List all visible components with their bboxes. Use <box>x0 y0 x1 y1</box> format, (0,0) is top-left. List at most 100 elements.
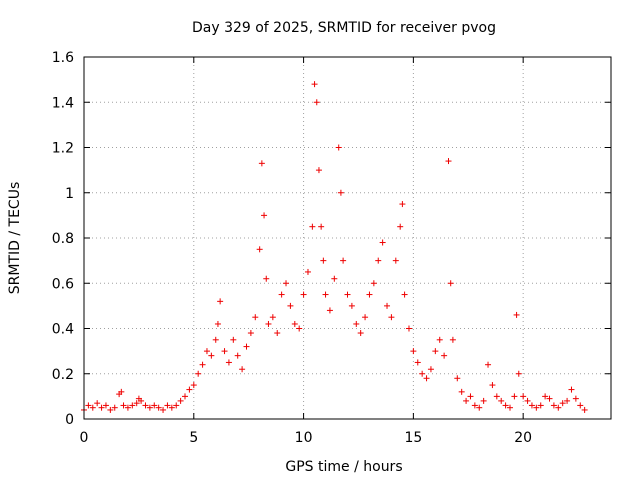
data-point <box>370 280 377 287</box>
x-axis-label: GPS time / hours <box>285 459 402 475</box>
data-point <box>331 275 338 282</box>
data-point <box>476 404 483 411</box>
data-point <box>399 201 406 208</box>
data-point <box>326 307 333 314</box>
data-point <box>120 402 127 409</box>
data-point <box>353 320 360 327</box>
data-point <box>195 370 202 377</box>
data-point <box>315 167 322 174</box>
data-point <box>489 382 496 389</box>
y-tick-label: 1.6 <box>52 50 74 66</box>
data-point <box>98 404 105 411</box>
data-point <box>337 189 344 196</box>
data-point <box>173 402 180 409</box>
y-tick-label: 0.4 <box>52 322 74 338</box>
y-tick-label: 1 <box>65 186 74 202</box>
data-point <box>427 366 434 373</box>
data-point <box>269 314 276 321</box>
data-point <box>467 393 474 400</box>
data-point <box>230 336 237 343</box>
data-point <box>423 375 430 382</box>
data-point <box>177 397 184 404</box>
data-point <box>493 393 500 400</box>
y-tick-label: 1.4 <box>52 95 74 111</box>
data-point <box>537 402 544 409</box>
axis-ticks: 0 0.2 0.4 0.6 0.8 1 1.2 1.4 1.6 0 5 10 15 20 <box>52 50 611 446</box>
data-point <box>94 400 101 407</box>
data-point <box>313 99 320 106</box>
data-point <box>318 223 325 230</box>
data-point <box>533 404 540 411</box>
data-point <box>265 320 272 327</box>
data-point <box>203 348 210 355</box>
data-point <box>239 366 246 373</box>
data-point <box>199 361 206 368</box>
data-point <box>471 402 478 409</box>
data-point <box>186 386 193 393</box>
data-point <box>520 393 527 400</box>
data-point <box>107 406 114 413</box>
data-point <box>392 257 399 264</box>
data-point <box>300 291 307 298</box>
data-point <box>190 382 197 389</box>
data-point <box>511 393 518 400</box>
data-point <box>160 406 167 413</box>
x-tick-label: 10 <box>295 430 313 446</box>
data-point <box>129 402 136 409</box>
data-point <box>419 370 426 377</box>
data-point <box>348 302 355 309</box>
data-point <box>502 402 509 409</box>
y-tick-label: 0 <box>65 412 74 428</box>
data-point <box>256 246 263 253</box>
data-point <box>278 291 285 298</box>
data-point <box>388 314 395 321</box>
data-point <box>225 359 232 366</box>
data-point <box>85 402 92 409</box>
data-point <box>111 404 118 411</box>
chart-title: Day 329 of 2025, SRMTID for receiver pvo… <box>192 20 496 36</box>
data-point <box>384 302 391 309</box>
y-tick-label: 0.8 <box>52 231 74 247</box>
y-axis-label: SRMTID / TECUs <box>7 182 23 295</box>
data-point <box>441 352 448 359</box>
data-point <box>344 291 351 298</box>
data-point <box>217 298 224 305</box>
data-point <box>287 302 294 309</box>
data-point <box>214 320 221 327</box>
data-point <box>261 212 268 219</box>
data-point <box>335 144 342 151</box>
x-tick-label: 15 <box>404 430 422 446</box>
data-point <box>513 311 520 318</box>
y-tick-label: 0.6 <box>52 276 74 292</box>
data-point <box>168 404 175 411</box>
data-point <box>568 386 575 393</box>
data-point <box>252 314 259 321</box>
data-point <box>445 158 452 165</box>
x-tick-label: 5 <box>189 430 198 446</box>
data-point <box>138 397 145 404</box>
data-point <box>432 348 439 355</box>
data-point <box>283 280 290 287</box>
data-point <box>291 320 298 327</box>
data-point <box>572 395 579 402</box>
data-point <box>320 257 327 264</box>
data-point <box>401 291 408 298</box>
data-point <box>89 404 96 411</box>
data-point <box>296 325 303 332</box>
data-point <box>212 336 219 343</box>
data-point <box>447 280 454 287</box>
data-point <box>155 404 162 411</box>
data-point <box>182 393 189 400</box>
data-point <box>221 348 228 355</box>
grid-lines <box>84 57 611 419</box>
data-point <box>449 336 456 343</box>
data-point <box>208 352 215 359</box>
data-point <box>550 402 557 409</box>
data-point <box>234 352 241 359</box>
data-points <box>81 81 588 413</box>
data-point <box>357 330 364 337</box>
data-point <box>480 397 487 404</box>
data-point <box>581 406 588 413</box>
data-point <box>379 239 386 246</box>
